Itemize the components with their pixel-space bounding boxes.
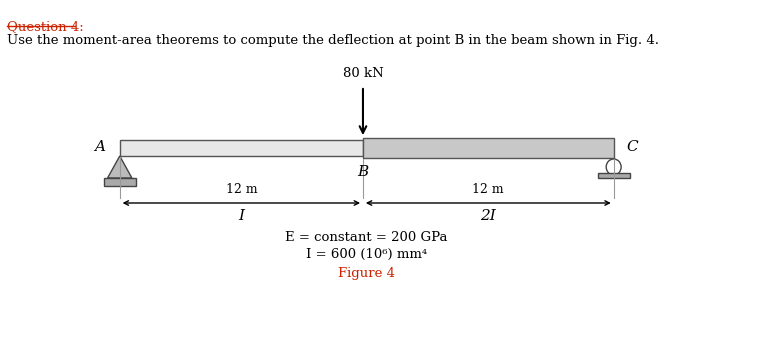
Text: E = constant = 200 GPa: E = constant = 200 GPa [285, 231, 448, 244]
Text: I = 600 (10⁶) mm⁴: I = 600 (10⁶) mm⁴ [306, 248, 427, 261]
Text: Question 4:: Question 4: [8, 20, 84, 33]
Bar [103, 178, 136, 186]
Text: 12 m: 12 m [473, 183, 504, 196]
Polygon shape [107, 156, 132, 178]
Text: Use the moment-area theorems to compute the deflection at point B in the beam sh: Use the moment-area theorems to compute … [8, 34, 659, 47]
Text: A: A [93, 140, 104, 154]
Bar [363, 138, 614, 158]
Bar [597, 173, 630, 178]
Bar [120, 140, 363, 156]
Circle shape [606, 159, 621, 175]
Text: Figure 4: Figure 4 [338, 267, 395, 280]
Text: C: C [626, 140, 638, 154]
Text: 80 kN: 80 kN [343, 67, 383, 80]
Text: I: I [238, 209, 245, 223]
Text: 12 m: 12 m [226, 183, 257, 196]
Text: B: B [358, 165, 368, 179]
Text: 2I: 2I [481, 209, 496, 223]
